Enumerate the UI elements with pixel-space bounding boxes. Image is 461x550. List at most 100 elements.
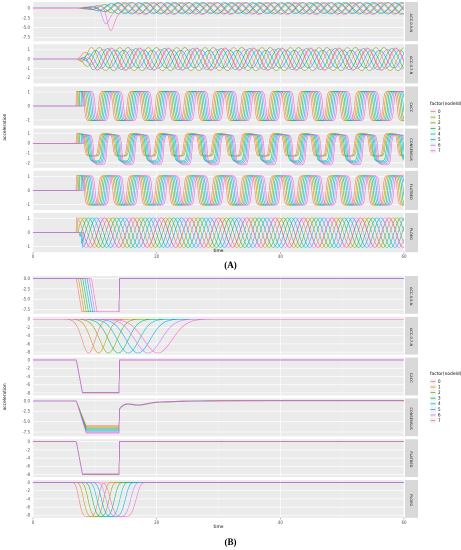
x-tick-label: 20 <box>154 520 160 525</box>
series-line-node-7 <box>33 134 404 166</box>
legend-label-node-4: 4 <box>438 401 441 406</box>
y-tick-label: 0.0 <box>24 398 31 403</box>
legend-label-node-3: 3 <box>438 396 441 401</box>
strip-label: CACC <box>409 373 413 383</box>
panel-4: 0 -2 -4 -6 -8 FLATBED <box>26 439 418 477</box>
series-lines <box>33 278 404 312</box>
legend-title: factor(nodeId) <box>430 101 461 107</box>
y-tick-label: 0 <box>27 317 30 322</box>
y-tick-label: -2 <box>26 447 30 452</box>
y-tick-label: -6 <box>26 382 30 387</box>
strip-background <box>405 276 418 314</box>
y-tick-label: -2.5 <box>22 15 30 20</box>
x-tick-label: 0 <box>32 520 35 525</box>
y-tick-label: -2 <box>26 488 30 493</box>
legend-label-node-7: 7 <box>438 148 441 153</box>
y-tick-label: -7.5 <box>22 307 30 312</box>
strip-background <box>405 439 418 477</box>
y-tick-label: -4 <box>26 456 30 461</box>
series-line-node-4 <box>33 2 404 15</box>
series-lines <box>33 175 404 206</box>
y-tick-label: 0 <box>27 439 30 444</box>
y-tick-label: -8 <box>26 472 30 477</box>
legend-label-node-6: 6 <box>438 412 441 417</box>
strip-label: FLATBED <box>409 451 413 467</box>
series-line-node-6 <box>33 48 404 70</box>
y-tick-label: -2.5 <box>22 409 30 414</box>
strip-label: ACC-0.7-N <box>409 56 413 75</box>
series-line-node-7 <box>33 400 404 434</box>
panel-3: 0.0 -2.5 -5.0 -7.5 CONSENSUS <box>22 398 418 437</box>
y-tick-label: 1 <box>27 216 30 221</box>
legend-label-node-4: 4 <box>438 131 441 136</box>
figure-caption: (B) <box>225 537 237 547</box>
y-tick-label: 0 <box>27 188 30 193</box>
strip-background <box>405 398 418 437</box>
y-tick-label: 1 <box>27 174 30 179</box>
strip-background <box>405 480 418 518</box>
strip-label: CONSENSUS <box>409 407 413 430</box>
series-line-node-6 <box>33 2 404 25</box>
panel-0: 0.0 -2.5 -5.0 -7.5 ACC-0.9-N <box>22 276 418 314</box>
y-tick-label: -4 <box>26 374 30 379</box>
series-line-node-4 <box>33 49 404 69</box>
strip-label: PLOEG <box>409 228 413 240</box>
y-tick-label: 1 <box>27 131 30 136</box>
panel-0: 0 -2.5 -5.0 -7.5 ACC-0.9-N <box>22 2 418 42</box>
series-lines <box>33 91 404 121</box>
panel-5: 0 -2 -4 -6 -8 PLOEG <box>26 480 418 518</box>
strip-background <box>405 170 418 210</box>
y-tick-label: -1 <box>26 151 30 156</box>
series-lines <box>33 47 404 71</box>
series-lines <box>33 133 404 166</box>
panel-2: 0 -2 -4 -6 -8 CACC <box>26 357 418 396</box>
series-line-node-6 <box>33 217 404 248</box>
legend-label-node-5: 5 <box>438 407 441 412</box>
y-tick-label: -6 <box>26 341 30 346</box>
x-tick-label: 40 <box>278 254 284 259</box>
panel-1: 0 -2 -4 -6 -8 ACC-0.7-N <box>26 317 418 355</box>
strip-background <box>405 2 418 42</box>
y-tick-label: -2 <box>26 366 30 371</box>
y-tick-label: 0 <box>27 6 30 11</box>
series-line-node-7 <box>33 318 404 354</box>
x-tick-label: 60 <box>401 254 407 259</box>
y-tick-label: 0 <box>27 141 30 146</box>
legend-label-node-0: 0 <box>438 379 441 384</box>
strip-background <box>405 213 418 253</box>
strip-label: ACC-0.9-N <box>409 287 413 306</box>
y-tick-label: -1 <box>26 202 30 207</box>
legend-label-node-2: 2 <box>438 390 441 395</box>
series-line-node-2 <box>33 133 404 157</box>
y-tick-label: -8 <box>26 513 30 518</box>
series-line-node-1 <box>33 47 404 71</box>
series-line-node-7 <box>33 482 404 517</box>
series-line-node-5 <box>33 49 404 69</box>
y-tick-label: -5.0 <box>22 297 30 302</box>
panel-2: 1 0 -1 CACC <box>26 86 418 126</box>
y-tick-label: 0.0 <box>24 276 31 281</box>
strip-label: CONSENSUS <box>409 138 413 161</box>
y-tick-label: -2 <box>26 75 30 80</box>
legend-label-node-0: 0 <box>438 109 441 114</box>
y-tick-label: 1 <box>27 47 30 52</box>
legend-label-node-3: 3 <box>438 126 441 131</box>
x-tick-label: 60 <box>401 520 407 525</box>
strip-label: PLOEG <box>409 494 413 506</box>
series-lines <box>33 318 404 354</box>
y-tick-label: 0 <box>27 57 30 62</box>
series-lines <box>33 2 404 31</box>
panel-5: 1 0 -1 PLOEG <box>26 213 418 253</box>
y-tick-label: -7.5 <box>22 429 30 434</box>
series-line-node-7 <box>33 175 404 206</box>
y-tick-label: -8 <box>26 390 30 395</box>
y-tick-label: 0 <box>27 480 30 485</box>
y-axis-label: acceleration <box>2 113 8 140</box>
series-line-node-2 <box>33 47 404 71</box>
x-tick-label: 40 <box>278 520 284 525</box>
series-lines <box>33 441 404 475</box>
legend-title: factor(nodeId) <box>430 371 461 377</box>
series-line-node-4 <box>33 217 404 248</box>
y-tick-label: 0 <box>27 230 30 235</box>
